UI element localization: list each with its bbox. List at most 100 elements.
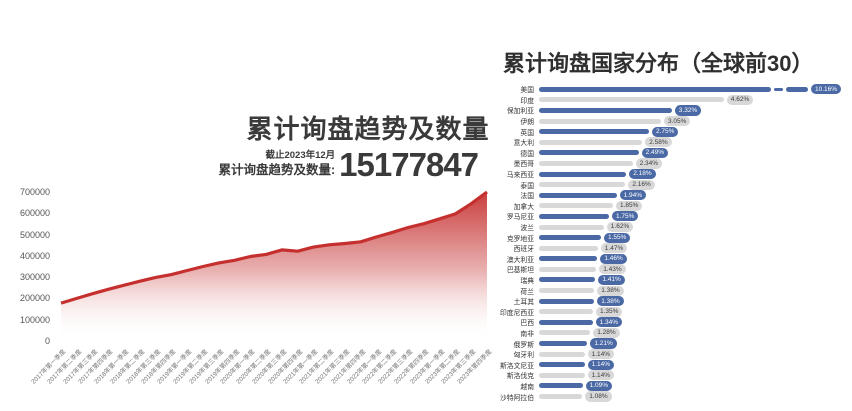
bar-country-label: 意大利 <box>513 140 534 148</box>
bar-row: 巴基斯坦 1.43% <box>488 264 850 275</box>
bar-value-badge: 1.08% <box>585 391 612 402</box>
bar-track: 1.14% <box>539 370 850 381</box>
bar-country-label: 加拿大 <box>513 203 534 211</box>
bar-value-badge: 2.49% <box>641 147 669 158</box>
bar-country-label: 德国 <box>520 150 534 158</box>
bar-track: 1.14% <box>539 349 850 360</box>
bar-value-badge: 1.46% <box>600 253 627 264</box>
as-of-date-label: 截止2023年12月 <box>265 149 336 161</box>
bar-segment <box>539 139 643 145</box>
bar-country-label: 俄罗斯 <box>513 341 534 349</box>
bar-segment <box>539 213 609 219</box>
bar-row: 伊朗 3.05% <box>488 116 850 127</box>
bar-row: 西班牙 1.47% <box>488 243 850 254</box>
bar-country-label: 美国 <box>520 87 534 95</box>
bar-track: 3.32% <box>539 105 850 116</box>
bar-row: 匈牙利 1.14% <box>488 349 850 360</box>
bar-row: 南非 1.28% <box>488 327 850 339</box>
bar-segment <box>539 372 585 378</box>
bar-segment <box>539 309 593 315</box>
bar-row: 荷兰 1.38% <box>488 285 850 296</box>
bar-segment <box>539 256 598 262</box>
bar-segment <box>539 171 627 177</box>
bar-segment <box>539 298 595 304</box>
bar-segment <box>539 107 672 113</box>
bar-row: 印度 4.62% <box>488 94 850 106</box>
bar-track: 2.18% <box>539 168 850 180</box>
bar-track: 3.05% <box>539 116 850 127</box>
bar-country-label: 荷兰 <box>520 288 534 296</box>
bar-track: 1.28% <box>539 327 850 339</box>
bar-track: 1.62% <box>539 221 850 233</box>
bar-segment <box>539 277 596 283</box>
bar-row: 英国 2.75% <box>488 126 850 137</box>
bar-row: 土耳其 1.38% <box>488 296 850 307</box>
bar-value-badge: 1.47% <box>600 243 628 254</box>
bar-row: 巴西 1.34% <box>488 317 850 328</box>
bar-value-badge: 2.34% <box>635 158 663 169</box>
y-axis-tick-label: 600000 <box>19 208 50 219</box>
bar-track: 4.62% <box>539 94 850 105</box>
bar-value-badge: 2.75% <box>652 126 679 137</box>
y-axis: 0 100000 200000 300000 400000 500000 600000 700… <box>0 187 55 346</box>
bar-country-label: 波兰 <box>520 225 534 233</box>
country-chart-title: 累计询盘国家分布（全球前30） <box>503 51 814 77</box>
bar-segment <box>539 394 583 399</box>
bar-segment <box>539 192 617 198</box>
bar-country-label: 匈牙利 <box>513 352 534 360</box>
bar-country-label: 泰国 <box>520 182 534 190</box>
bar-row: 沙特阿拉伯 1.08% <box>488 391 850 402</box>
bar-track: 1.21% <box>539 338 850 349</box>
bar-track: 2.34% <box>539 158 850 169</box>
bar-track: 1.47% <box>539 243 850 254</box>
bar-row: 法国 1.94% <box>488 190 850 201</box>
bar-segment <box>786 86 808 92</box>
bar-value-badge: 3.05% <box>664 116 691 127</box>
bar-row: 印度尼西亚 1.35% <box>488 306 850 317</box>
bar-value-badge: 4.62% <box>726 94 754 105</box>
bar-row: 瑞典 1.41% <box>488 274 850 286</box>
axis-break-dash <box>774 87 783 91</box>
bar-row: 澳大利亚 1.46% <box>488 253 850 265</box>
bar-value-badge: 1.38% <box>597 296 624 307</box>
bar-country-label: 印度 <box>520 97 534 105</box>
bar-row: 意大利 2.58% <box>488 137 850 148</box>
area-chart-plot <box>60 190 488 341</box>
bar-track: 1.38% <box>539 285 850 296</box>
bar-segment <box>539 203 613 209</box>
country-bar-chart: 美国 10.16% 印度 4.62% 保加利亚 3.32% 伊朗 3.05% 英国 2.75% 意大… <box>488 84 850 402</box>
bar-track: 1.43% <box>539 264 850 275</box>
bar-row: 斯洛伐克 1.14% <box>488 370 850 381</box>
bar-country-label: 伊朗 <box>520 119 534 127</box>
bar-segment <box>539 362 585 368</box>
bar-value-badge: 2.16% <box>628 179 655 190</box>
bar-track: 1.75% <box>539 211 850 222</box>
bar-value-badge: 1.28% <box>593 327 620 339</box>
bar-country-label: 法国 <box>520 193 534 201</box>
bar-row: 加拿大 1.85% <box>488 200 850 212</box>
y-axis-tick-label: 400000 <box>19 250 50 261</box>
bar-row: 德国 2.49% <box>488 147 850 159</box>
bar-country-label: 瑞典 <box>520 277 534 285</box>
bar-row: 俄罗斯 1.21% <box>488 338 850 349</box>
bar-segment <box>539 129 649 135</box>
bar-track: 1.09% <box>539 380 850 391</box>
bar-value-badge: 1.21% <box>590 338 617 349</box>
bar-track: 1.85% <box>539 200 850 211</box>
x-axis: 2017年第一季度 2017年第二季度 2017年第三季度 2017年第四季度 2018… <box>30 343 493 400</box>
bar-segment <box>539 224 604 230</box>
bar-country-label: 西班牙 <box>513 246 534 254</box>
bar-value-badge: 1.55% <box>604 232 631 243</box>
bar-value-badge: 1.34% <box>595 317 623 328</box>
y-axis-tick-label: 300000 <box>19 272 50 283</box>
bar-row: 罗马尼亚 1.75% <box>488 211 850 222</box>
bar-row: 斯洛文尼亚 1.14% <box>488 359 850 370</box>
bar-value-badge: 2.18% <box>629 168 656 180</box>
bar-segment <box>539 118 661 124</box>
bar-country-label: 英国 <box>520 129 534 137</box>
bar-country-label: 斯洛伐克 <box>506 373 534 381</box>
bar-segment <box>539 235 601 241</box>
cumulative-total-number: 15177847 <box>339 146 479 183</box>
bar-row: 美国 10.16% <box>488 84 850 95</box>
